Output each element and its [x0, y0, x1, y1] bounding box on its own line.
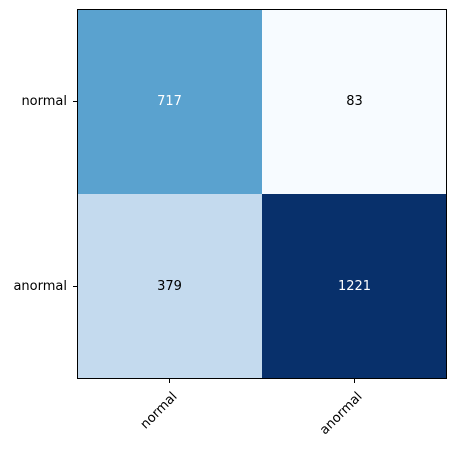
heatmap-cell-anormal-normal: [77, 194, 262, 379]
heatmap-cell-normal-normal: [77, 9, 262, 194]
plot-frame: [77, 9, 447, 379]
heatmap-cell-anormal-anormal: [262, 194, 447, 379]
cell-value-label: 83: [346, 94, 363, 109]
y-axis-ticks: normal anormal: [13, 94, 77, 294]
heatmap-cell-normal-anormal: [262, 9, 447, 194]
cell-value-label: 1221: [338, 279, 371, 294]
x-tick-label: anormal: [317, 389, 365, 437]
y-tick-label: anormal: [13, 279, 67, 294]
cell-value-label: 379: [157, 279, 182, 294]
cell-value-labels: 717 83 379 1221: [157, 94, 371, 294]
x-axis-ticks: normal anormal: [138, 379, 366, 438]
x-tick-label: normal: [138, 389, 181, 432]
y-tick-label: normal: [21, 94, 67, 109]
cell-value-label: 717: [157, 94, 182, 109]
heatmap-cells: [77, 9, 447, 379]
